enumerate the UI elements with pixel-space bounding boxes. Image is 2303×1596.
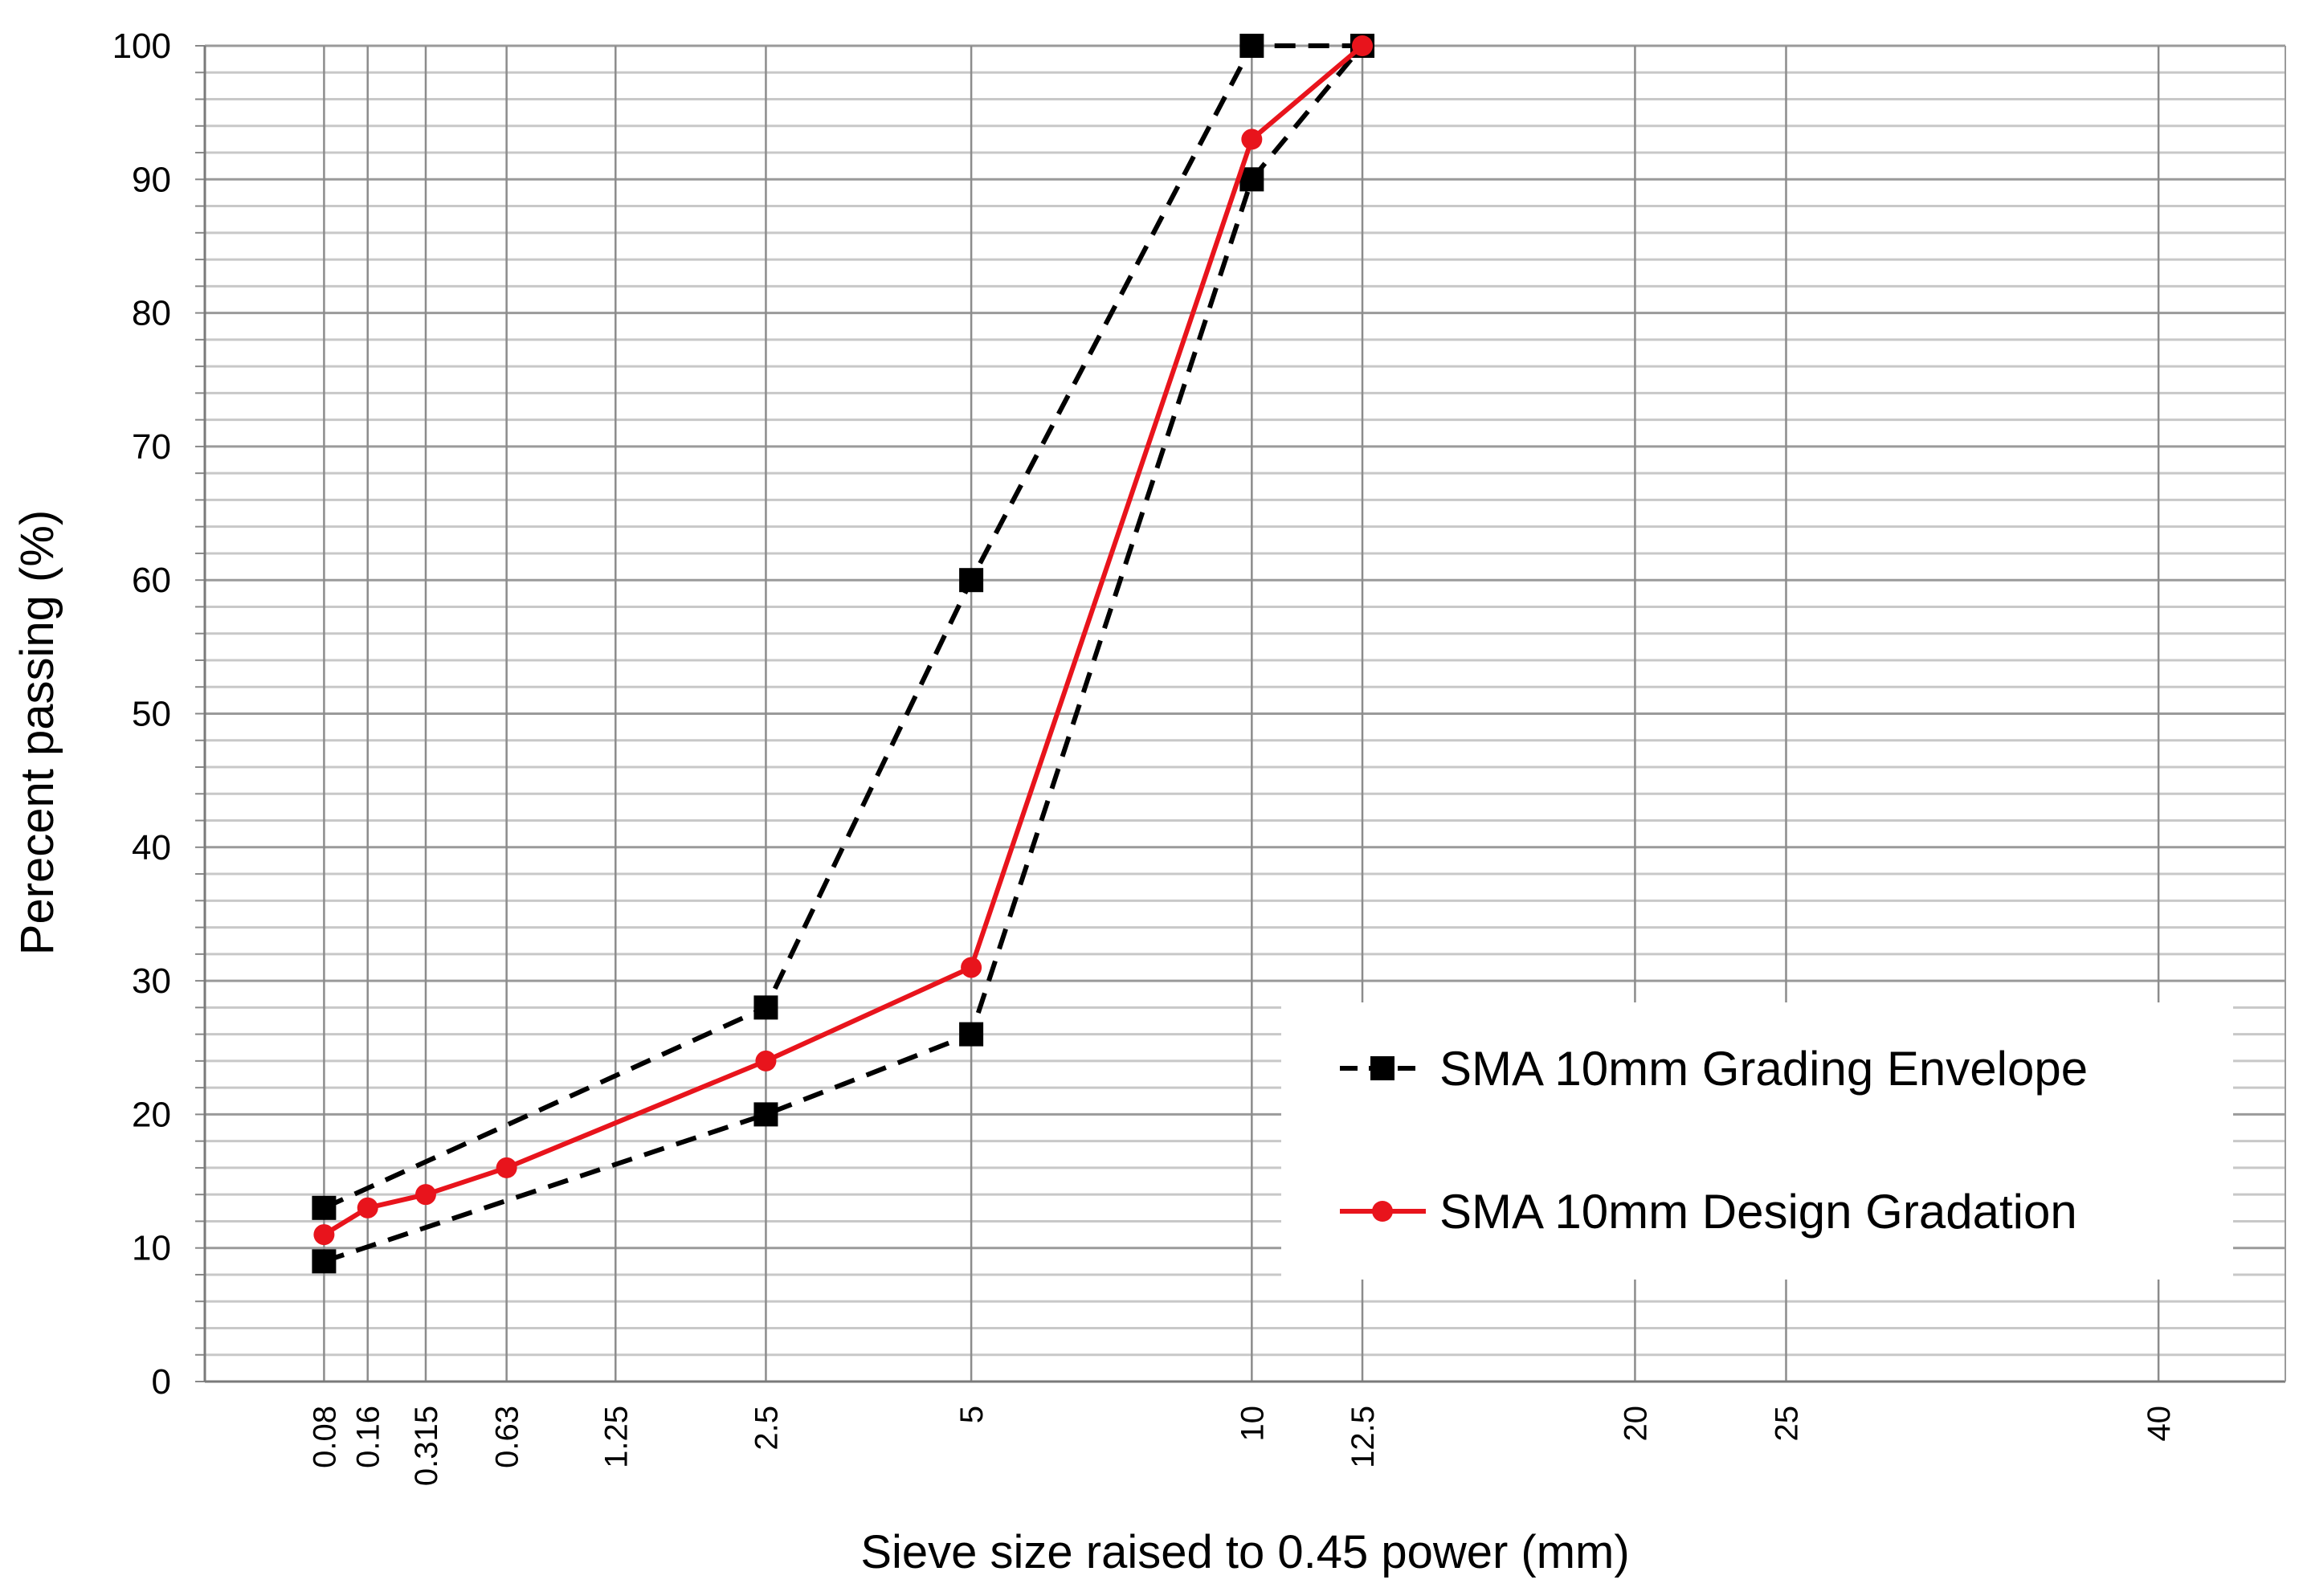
- y-tick-labels: 0 10 20 30 40 50 60 70 80 90 100: [112, 27, 171, 1402]
- legend-label: SMA 10mm Design Gradation: [1439, 1185, 2077, 1239]
- series-line: [323, 44, 1365, 1264]
- x-tick-label: 25: [1769, 1406, 1804, 1442]
- x-tick-label: 0.63: [490, 1406, 525, 1468]
- envelope-point-marker: [959, 1022, 984, 1047]
- legend: SMA 10mm Grading Envelope SMA 10mm Design…: [1281, 1002, 2233, 1280]
- legend-square-marker: [1370, 1056, 1394, 1080]
- series-layer: [312, 34, 1375, 1274]
- y-tick-label: 10: [132, 1229, 171, 1268]
- legend-label: SMA 10mm Grading Envelope: [1439, 1042, 2088, 1096]
- design-point-marker: [357, 1197, 378, 1218]
- legend-box: [1281, 1002, 2233, 1280]
- design-point-marker: [755, 1050, 777, 1071]
- y-tick-label: 0: [152, 1362, 171, 1402]
- y-tick-label: 30: [132, 961, 171, 1001]
- design-point-marker: [961, 957, 982, 978]
- envelope-point-marker: [1239, 34, 1264, 58]
- x-tick-label: 1.25: [598, 1406, 634, 1468]
- x-tick-label: 2.5: [749, 1406, 784, 1451]
- x-tick-label: 10: [1235, 1406, 1270, 1442]
- x-tick-label: 5: [954, 1406, 990, 1423]
- x-tick-label: 40: [2142, 1406, 2177, 1442]
- design-point-marker: [414, 1184, 436, 1206]
- y-tick-label: 20: [132, 1095, 171, 1134]
- minor-gridlines: [205, 71, 2285, 1357]
- envelope-point-marker: [959, 568, 984, 593]
- axes: [195, 45, 2286, 1383]
- y-tick-label: 50: [132, 695, 171, 734]
- envelope-point-marker: [753, 995, 778, 1020]
- envelope-point-marker: [312, 1249, 337, 1274]
- y-tick-label: 90: [132, 160, 171, 199]
- x-tick-label: 0.16: [351, 1406, 386, 1468]
- envelope-point-marker: [1239, 167, 1264, 192]
- design-point-marker: [1241, 129, 1263, 150]
- x-axis-title: Sieve size raised to 0.45 power (mm): [860, 1526, 1629, 1578]
- y-axis-title: Perecent passing (%): [11, 510, 63, 955]
- y-tick-label: 60: [132, 561, 171, 600]
- x-tick-label: 0.315: [409, 1406, 444, 1486]
- y-tick-label: 70: [132, 427, 171, 467]
- x-tick-labels: 0.08 0.16 0.315 0.63 1.25 2.5 5 10 12.5 20 25 40: [307, 1406, 2177, 1486]
- x-tick-label: 12.5: [1345, 1406, 1381, 1468]
- y-tick-label: 100: [112, 27, 171, 66]
- legend-circle-marker: [1372, 1201, 1393, 1222]
- y-tick-label: 40: [132, 828, 171, 867]
- x-tick-label: 0.08: [307, 1406, 342, 1468]
- envelope-point-marker: [753, 1102, 778, 1127]
- envelope-point-marker: [312, 1195, 337, 1220]
- x-tick-label: 20: [1618, 1406, 1653, 1442]
- y-tick-label: 80: [132, 294, 171, 333]
- design-point-marker: [496, 1157, 517, 1178]
- design-point-marker: [313, 1224, 335, 1246]
- series-line: [322, 43, 1364, 1237]
- design-point-marker: [1352, 35, 1374, 56]
